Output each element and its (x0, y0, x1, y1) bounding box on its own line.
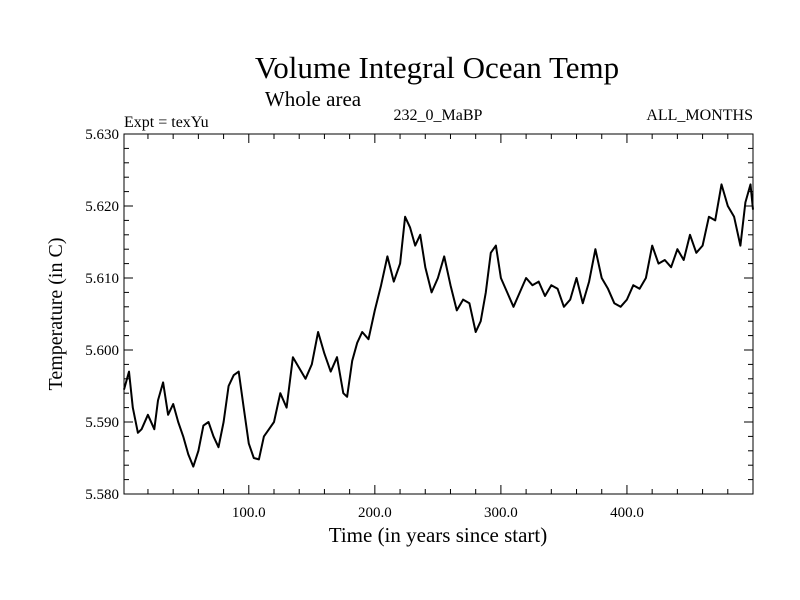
axis-ticks (124, 133, 753, 495)
series-line (123, 183, 754, 468)
plot-frame (123, 133, 754, 495)
chart-subtitle: Whole area (265, 87, 362, 111)
period-label: 232_0_MaBP (394, 107, 483, 124)
x-tick-label: 400.0 (610, 505, 644, 521)
y-tick-label: 5.580 (85, 487, 119, 503)
x-tick-label: 100.0 (232, 505, 266, 521)
chart-title: Volume Integral Ocean Temp (255, 50, 619, 85)
months-label: ALL_MONTHS (646, 107, 753, 124)
experiment-label: Expt = texYu (124, 114, 209, 131)
x-tick-label: 300.0 (484, 505, 518, 521)
axis-tick-labels: 100.0 200.0 300.0 400.0 5.580 5.590 5.600 5.610… (85, 127, 644, 521)
y-axis-label: Temperature (in C) (45, 238, 67, 391)
x-axis-label: Time (in years since start) (329, 523, 548, 547)
y-tick-label: 5.620 (85, 199, 119, 215)
y-tick-label: 5.600 (85, 343, 119, 359)
y-tick-label: 5.590 (85, 415, 119, 431)
y-tick-label: 5.610 (85, 271, 119, 287)
y-tick-label: 5.630 (85, 127, 119, 143)
x-tick-label: 200.0 (358, 505, 392, 521)
